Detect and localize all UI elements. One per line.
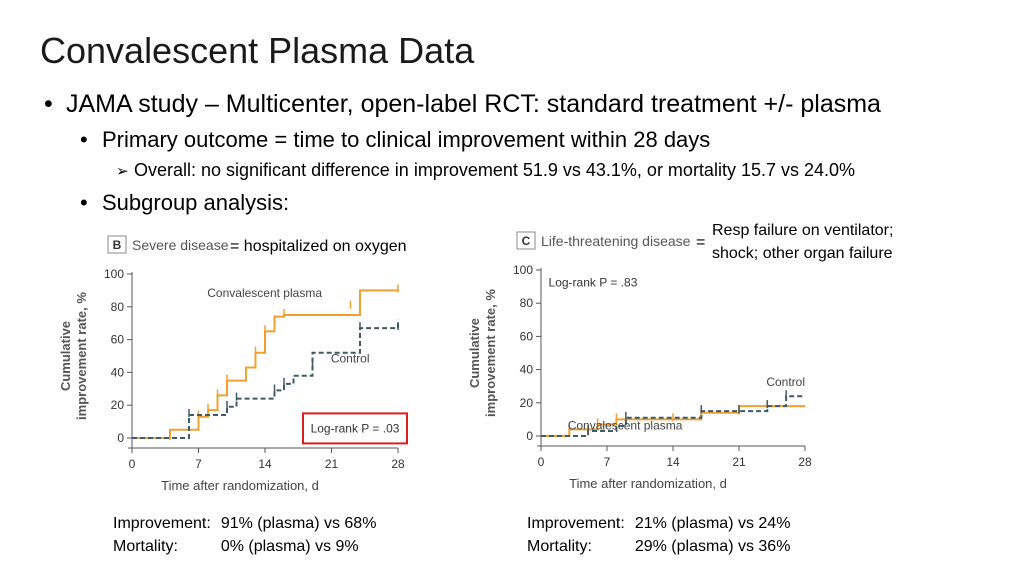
bullet-subgroup: • Subgroup analysis:	[80, 190, 289, 216]
series-label: Convalescent plasma	[568, 418, 683, 432]
y-tick-label: 80	[520, 296, 534, 310]
x-axis-label: Time after randomization, d	[161, 478, 319, 493]
x-tick-label: 0	[538, 455, 545, 469]
y-tick-label: 80	[111, 300, 125, 314]
stats-severe-disease: Improvement: 91% (plasma) vs 68% Mortalit…	[113, 512, 376, 558]
y-tick-label: 20	[520, 396, 534, 410]
bullet-text: Subgroup analysis:	[102, 190, 290, 215]
x-tick-label: 14	[666, 455, 680, 469]
annotation-equals-sign: =	[696, 234, 706, 251]
mortality-value: 0% (plasma) vs 9%	[220, 538, 359, 555]
bullet-jama-study: • JAMA study – Multicenter, open-label RC…	[44, 90, 881, 119]
chart-severe-disease: B Severe disease 0 20 40 60 80 100 0 7 14 21 28 Time …	[58, 235, 408, 493]
panel-letter: B	[113, 238, 122, 252]
bullet-dot-icon: •	[44, 90, 53, 118]
series-label: Control	[766, 375, 805, 389]
y-tick-label: 60	[520, 329, 534, 343]
bullet-text: Primary outcome = time to clinical impro…	[102, 127, 711, 152]
improvement-label: Improvement:	[527, 515, 625, 532]
panel-letter: C	[522, 234, 531, 248]
annotation-severe-disease: = hospitalized on oxygen	[230, 238, 407, 255]
panel-letter-box	[516, 231, 536, 250]
mortality-value: 29% (plasma) vs 36%	[634, 538, 791, 555]
bullet-text: Overall: no significant difference in im…	[134, 160, 856, 180]
panel-letter-box	[107, 235, 127, 254]
annotation-life-threatening-line1: Resp failure on ventilator;	[712, 222, 894, 239]
improvement-label: Improvement:	[113, 515, 211, 532]
bullet-dot-icon: •	[80, 190, 88, 215]
y-tick-label: 100	[513, 263, 533, 277]
panel-title: Severe disease	[132, 237, 229, 253]
improvement-value: 21% (plasma) vs 24%	[634, 515, 791, 532]
x-tick-label: 0	[129, 457, 136, 471]
x-tick-label: 7	[604, 455, 611, 469]
y-axis-label-line2: improvement rate, %	[74, 292, 89, 420]
slide-title: Convalescent Plasma Data	[40, 30, 475, 71]
y-axis-label-line2: improvement rate, %	[483, 289, 498, 417]
x-axis-label: Time after randomization, d	[569, 476, 727, 491]
logrank-annotation: Log-rank P = .83	[549, 276, 638, 290]
y-tick-label: 40	[111, 365, 125, 379]
y-tick-label: 0	[526, 429, 533, 443]
x-tick-label: 28	[798, 455, 812, 469]
annotation-life-threatening-line2: shock; other organ failure	[712, 245, 893, 262]
improvement-value: 91% (plasma) vs 68%	[220, 515, 377, 532]
chart-life-threatening-disease: C Life-threatening disease 0 20 40 60 80 100 0 7 1…	[467, 231, 812, 491]
mortality-label: Mortality:	[527, 538, 592, 555]
x-tick-label: 21	[325, 457, 339, 471]
x-tick-label: 7	[195, 457, 202, 471]
x-tick-label: 14	[258, 457, 272, 471]
arrow-bullet-icon: ➢	[116, 163, 129, 180]
y-tick-label: 40	[520, 363, 534, 377]
y-tick-label: 100	[104, 267, 124, 281]
logrank-annotation: Log-rank P = .03	[311, 421, 400, 435]
control-curve	[541, 395, 805, 437]
y-tick-label: 20	[111, 398, 125, 412]
bullet-primary-outcome: • Primary outcome = time to clinical impr…	[80, 127, 710, 153]
y-tick-label: 60	[111, 333, 125, 347]
y-tick-label: 0	[117, 431, 124, 445]
control-curve	[132, 319, 399, 439]
series-label: Convalescent plasma	[207, 286, 322, 300]
x-tick-label: 28	[391, 457, 405, 471]
logrank-highlight-box	[302, 412, 408, 445]
bullet-text: JAMA study – Multicenter, open-label RCT…	[66, 90, 881, 118]
bullet-overall: ➢ Overall: no significant difference in i…	[116, 160, 855, 181]
panel-title: Life-threatening disease	[541, 233, 691, 249]
x-tick-label: 21	[732, 455, 746, 469]
mortality-label: Mortality:	[113, 538, 178, 555]
stats-life-threatening: Improvement: 21% (plasma) vs 24% Mortalit…	[527, 512, 790, 558]
y-axis-label-line1: Cumulative	[58, 321, 73, 391]
y-axis-label-line1: Cumulative	[467, 318, 482, 388]
series-label: Control	[331, 352, 370, 366]
bullet-dot-icon: •	[80, 127, 88, 152]
